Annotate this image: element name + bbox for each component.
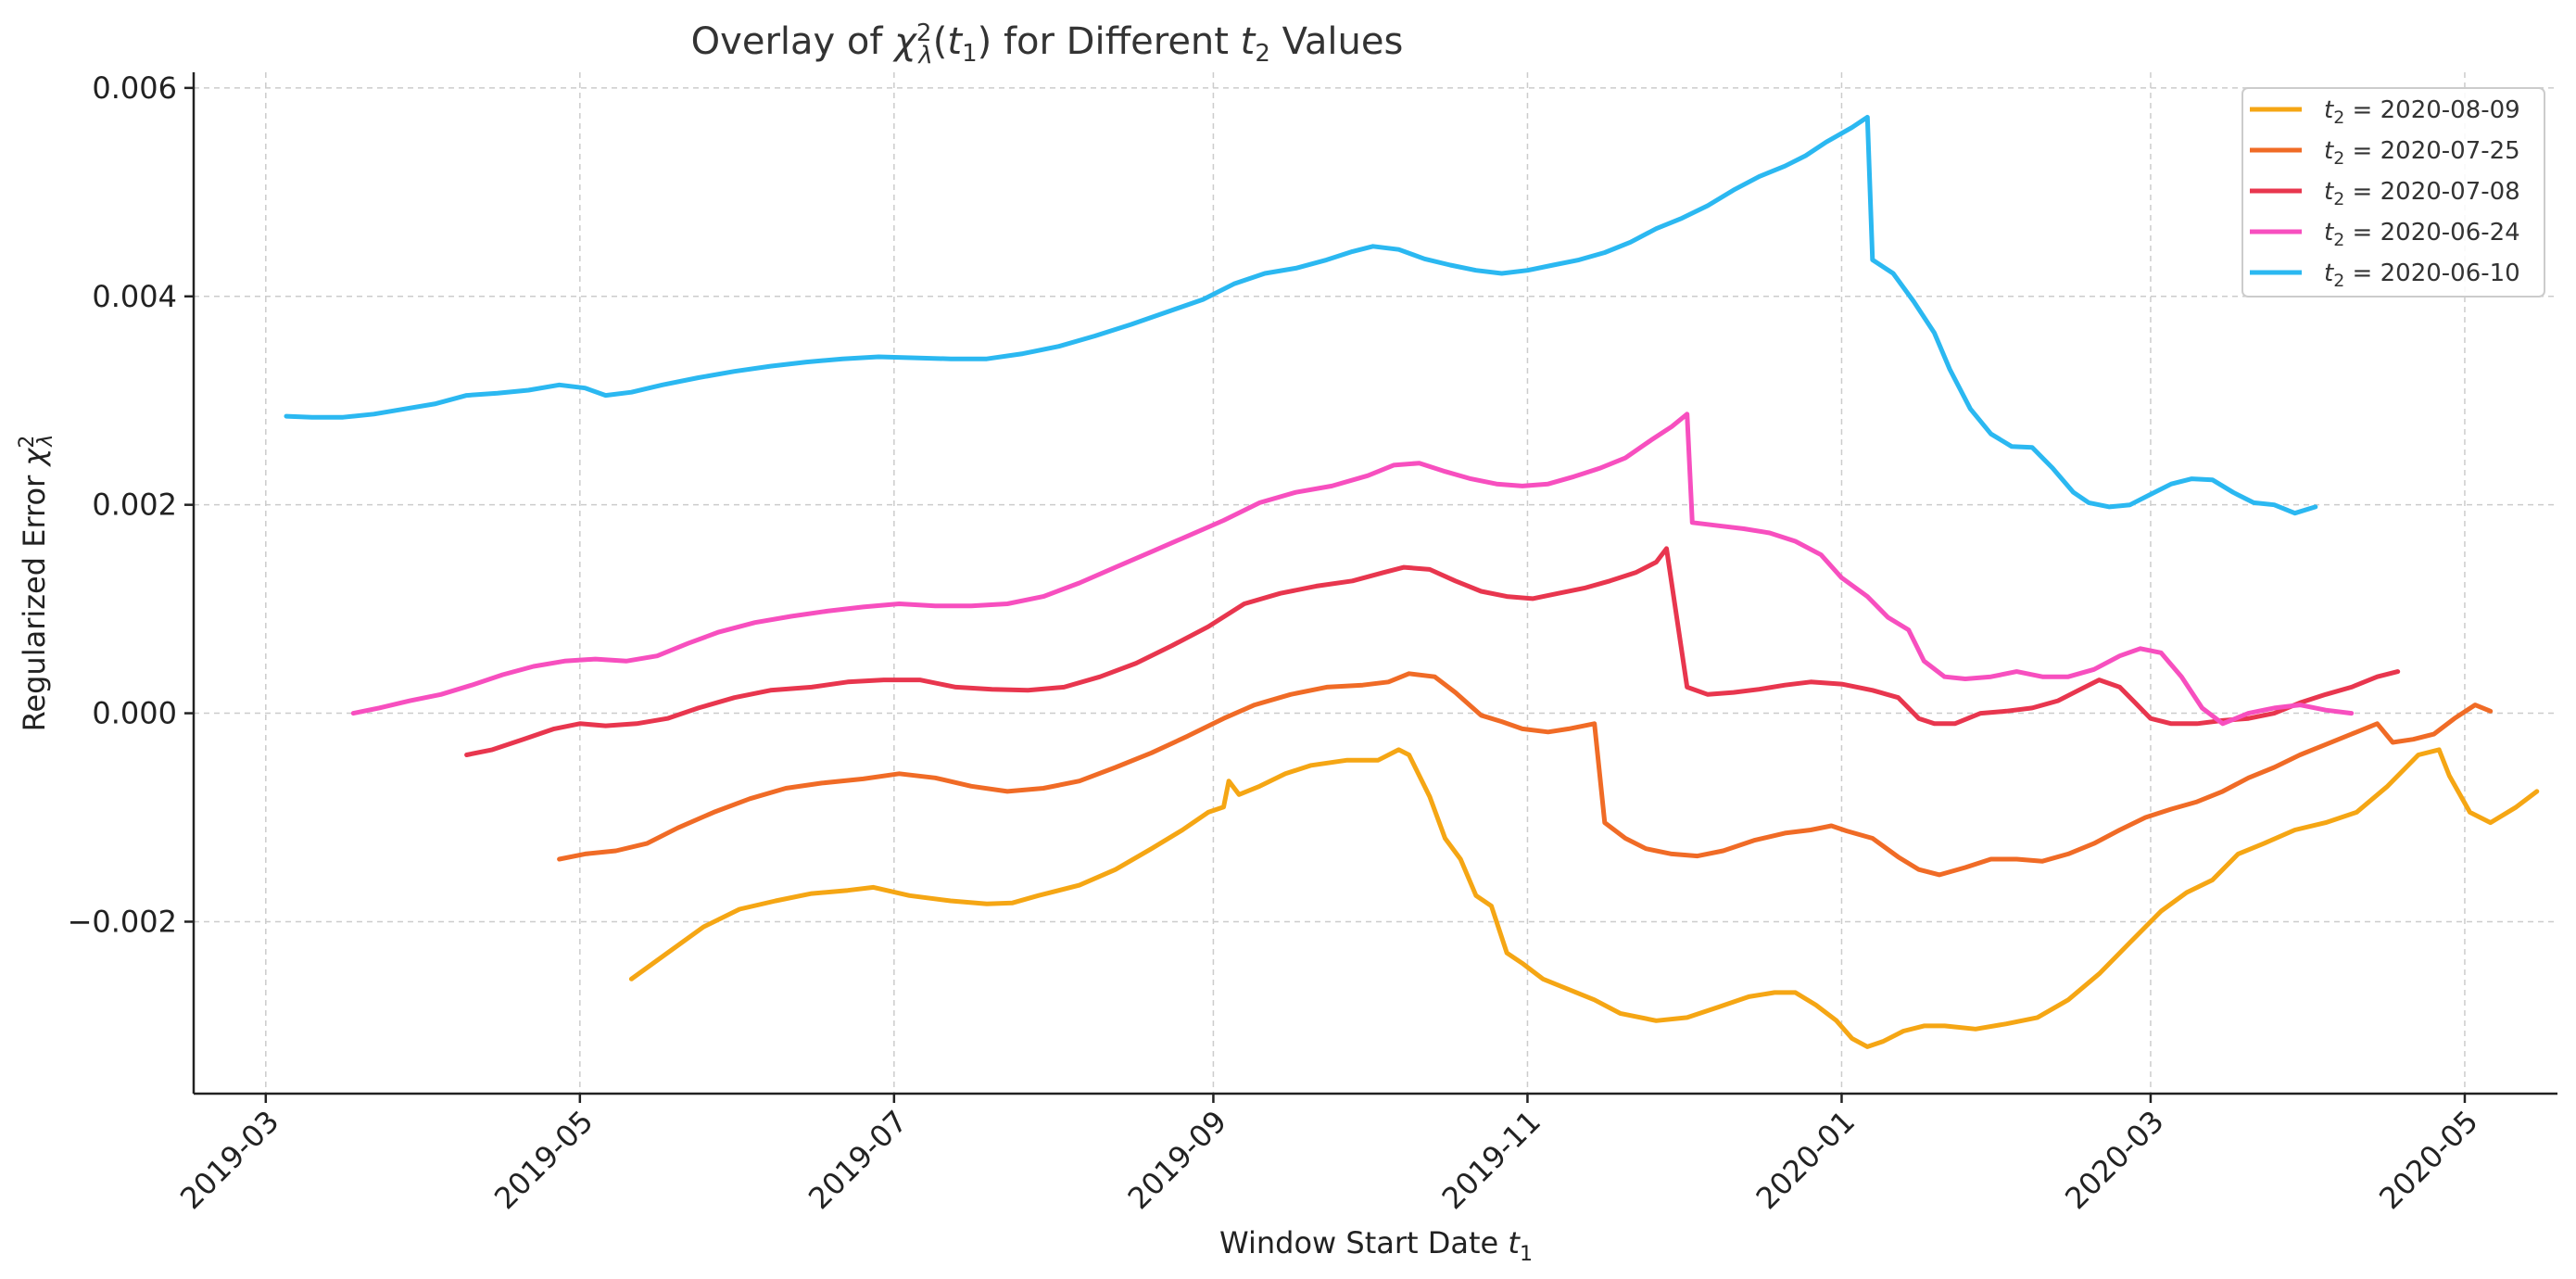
legend-label-5: t2 = 2020-06-10 <box>2324 260 2520 291</box>
title-chi-superscript: 2 <box>916 19 932 47</box>
x-axis-label-text: Window Start Date <box>1219 1225 1508 1260</box>
y-tick-label: 0.002 <box>92 488 177 523</box>
title-arg-close: ) <box>978 20 992 63</box>
legend-subscript: 2 <box>2333 108 2344 128</box>
legend-text: = 2020-06-10 <box>2344 260 2519 287</box>
y-tick-label: 0.004 <box>92 279 177 314</box>
x-axis-label: Window Start Date t1 <box>1219 1225 1533 1266</box>
legend-subscript: 2 <box>2333 189 2344 209</box>
y-axis-label-chi: χ <box>17 448 52 468</box>
title-arg-subscript: 1 <box>962 40 978 68</box>
legend-var: t <box>2324 219 2334 247</box>
chart-title: Overlay of χ2 λ(t1) for Different t2 Valu… <box>691 19 1404 70</box>
y-tick-label: 0.006 <box>92 70 177 106</box>
title-arg-open: ( <box>933 20 948 63</box>
series-layer <box>284 114 2540 1049</box>
title-prefix: Overlay of <box>691 20 895 63</box>
title-arg-var: t <box>947 20 963 63</box>
legend-subscript: 2 <box>2333 230 2344 250</box>
y-tick-label: 0.000 <box>92 696 177 731</box>
legend-text: = 2020-06-24 <box>2344 219 2519 247</box>
x-tick-label: 2019-03 <box>173 1104 285 1216</box>
grid <box>194 72 2557 1094</box>
series-line-4 <box>350 412 2355 727</box>
legend-var: t <box>2324 178 2334 206</box>
legend-subscript: 2 <box>2333 271 2344 291</box>
x-tick-label: 2019-07 <box>802 1104 914 1216</box>
y-tick-label: −0.002 <box>68 904 177 939</box>
x-tick-label: 2019-05 <box>487 1104 600 1216</box>
y-axis-label-superscript: 2 <box>16 436 39 449</box>
y-axis-label: Regularized Error χ2λ <box>16 435 57 732</box>
series-line-1 <box>628 747 2540 1049</box>
legend-text: = 2020-08-09 <box>2344 96 2519 124</box>
legend-subscript: 2 <box>2333 148 2344 169</box>
x-tick-label: 2020-03 <box>2058 1104 2170 1216</box>
legend-text: = 2020-07-25 <box>2344 137 2519 165</box>
title-var-subscript: 2 <box>1255 40 1270 68</box>
y-axis-label-subscript: λ <box>34 435 57 448</box>
legend-var: t <box>2324 96 2334 124</box>
legend-label-1: t2 = 2020-08-09 <box>2324 96 2520 128</box>
x-tick-label: 2019-11 <box>1435 1104 1547 1216</box>
title-suffix: Values <box>1270 20 1403 63</box>
series-line-2 <box>557 671 2494 878</box>
legend-text: = 2020-07-08 <box>2344 178 2519 206</box>
y-axis-label-text: Regularized Error <box>17 466 52 732</box>
legend-var: t <box>2324 260 2334 287</box>
series-line-5 <box>284 114 2318 516</box>
title-chi-subscript: λ <box>916 42 932 70</box>
legend-label-2: t2 = 2020-07-25 <box>2324 137 2520 169</box>
x-ticks: 2019-03 2019-05 2019-07 2019-09 2019-11 2020-… <box>173 1094 2485 1216</box>
x-tick-label: 2019-09 <box>1121 1104 1233 1216</box>
legend-box <box>2241 87 2545 298</box>
legend-var: t <box>2324 137 2334 165</box>
legend-label-3: t2 = 2020-07-08 <box>2324 178 2520 209</box>
title-var: t <box>1241 20 1256 63</box>
x-axis-label-subscript: 1 <box>1520 1243 1533 1266</box>
x-tick-label: 2020-05 <box>2372 1104 2484 1216</box>
y-ticks: −0.002 0.000 0.002 0.004 0.006 <box>68 70 194 939</box>
series-line-3 <box>464 546 2401 757</box>
x-tick-label: 2020-01 <box>1749 1104 1862 1216</box>
title-middle: for Different <box>991 20 1240 63</box>
x-axis-label-var: t <box>1508 1225 1521 1260</box>
legend-label-4: t2 = 2020-06-24 <box>2324 219 2520 250</box>
title-chi-symbol: χ <box>892 20 917 63</box>
